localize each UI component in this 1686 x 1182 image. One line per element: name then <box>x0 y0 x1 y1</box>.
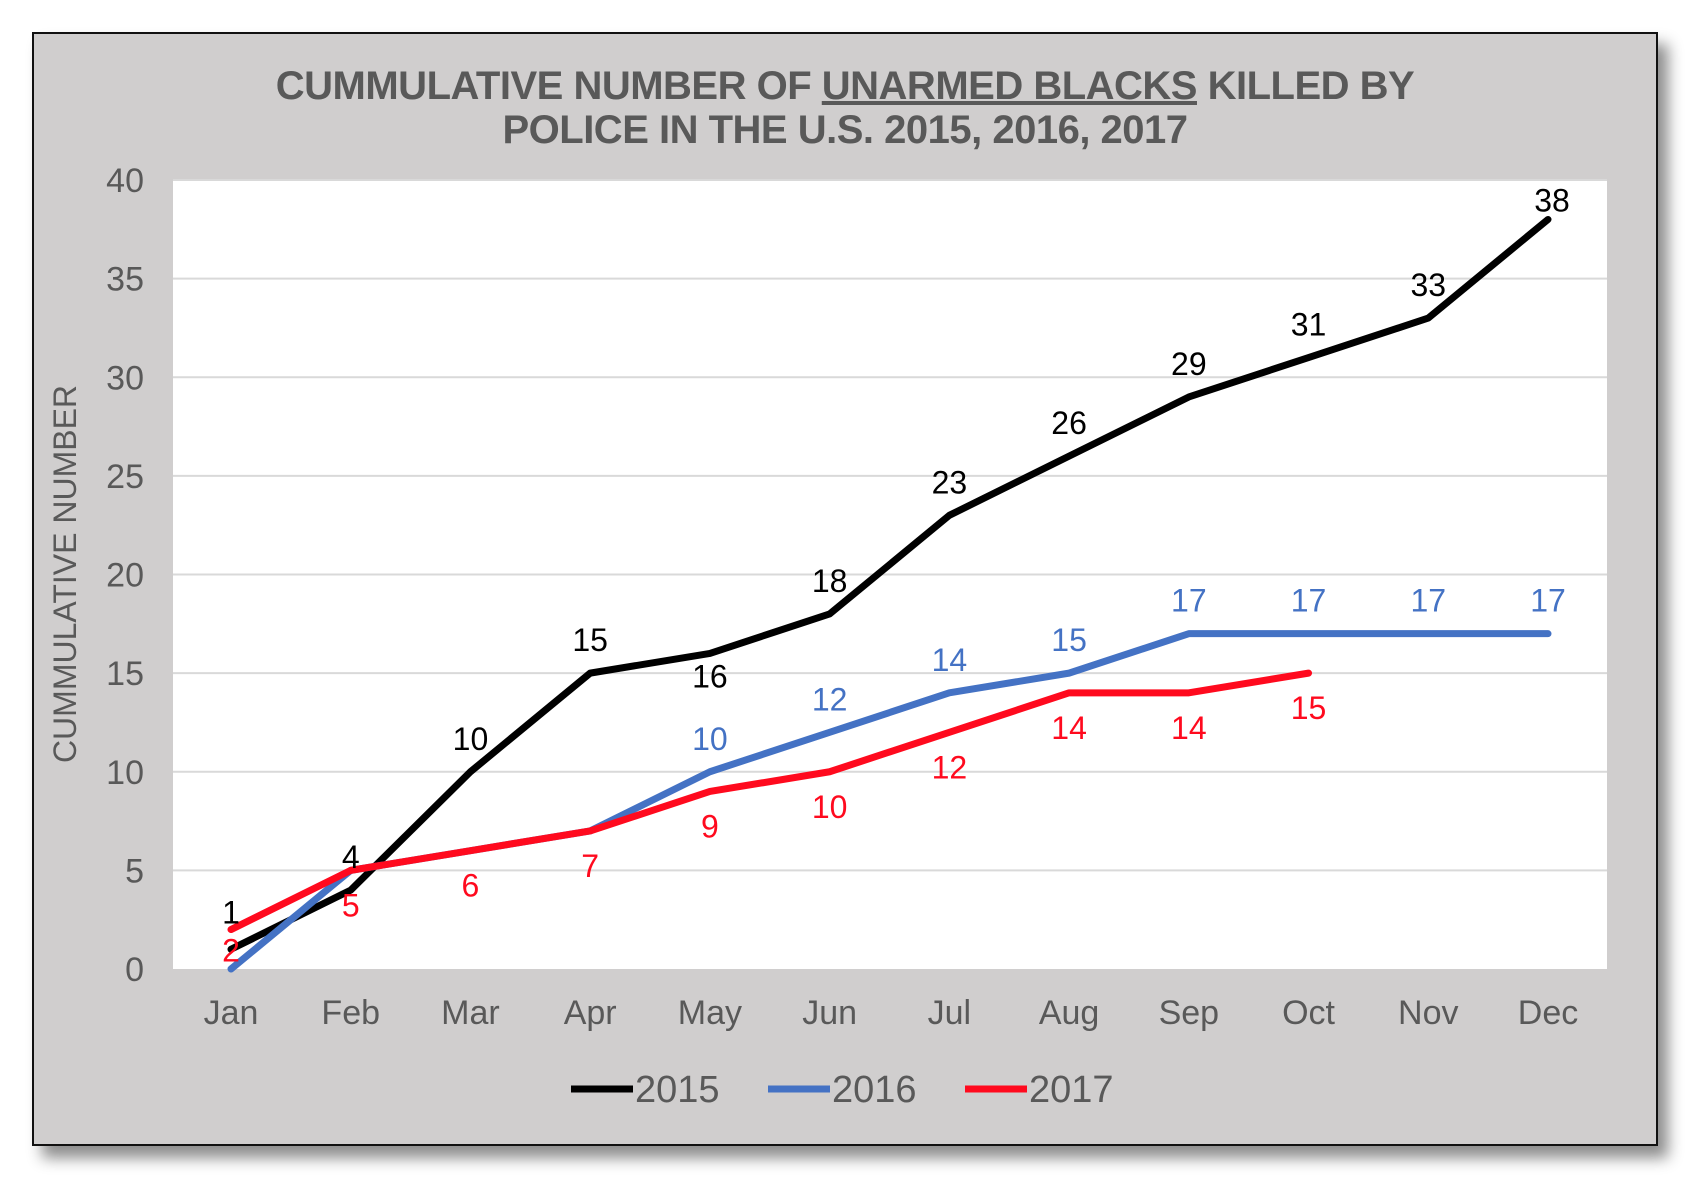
x-tick-label: Jun <box>802 994 857 1032</box>
data-label: 23 <box>932 464 968 500</box>
data-label: 10 <box>453 721 489 757</box>
data-label: 26 <box>1051 405 1087 441</box>
data-label: 17 <box>1171 583 1207 619</box>
data-label: 15 <box>572 622 608 658</box>
data-label: 4 <box>342 839 360 875</box>
legend-label: 2017 <box>1029 1069 1114 1111</box>
legend-label: 2015 <box>635 1069 720 1111</box>
title-part-4: POLICE IN THE U.S. 2015, 2016, 2017 <box>502 108 1188 152</box>
data-label: 2 <box>222 933 240 969</box>
x-tick-label: Feb <box>321 994 380 1032</box>
data-label: 5 <box>342 887 360 923</box>
series-line-2017 <box>227 669 1313 934</box>
title-part-3: KILLED BY <box>1196 64 1415 108</box>
y-tick-label: 20 <box>106 557 144 595</box>
data-label: 33 <box>1410 267 1446 303</box>
data-label: 1 <box>222 894 240 930</box>
y-axis-label: CUMMULATIVE NUMBER <box>47 385 83 763</box>
data-label: 14 <box>1171 710 1207 746</box>
y-tick-label: 35 <box>106 261 144 299</box>
x-tick-label: Mar <box>441 994 500 1032</box>
x-tick-label: May <box>678 994 742 1032</box>
x-tick-label: Jul <box>928 994 971 1032</box>
data-label: 6 <box>462 868 480 904</box>
data-label: 29 <box>1171 346 1207 382</box>
x-tick-label: Nov <box>1398 994 1458 1032</box>
y-tick-label: 40 <box>106 162 144 200</box>
data-label: 10 <box>812 789 848 825</box>
data-label: 12 <box>932 749 968 785</box>
data-label: 15 <box>1051 622 1087 658</box>
y-tick-label: 10 <box>106 754 144 792</box>
y-tick-label: 5 <box>125 852 144 890</box>
data-label: 14 <box>1051 710 1087 746</box>
x-tick-label: Apr <box>564 994 617 1032</box>
y-tick-label: 15 <box>106 655 144 693</box>
x-tick-label: Dec <box>1518 994 1578 1032</box>
y-tick-label: 30 <box>106 359 144 397</box>
data-label: 17 <box>1291 583 1327 619</box>
data-label: 10 <box>692 721 728 757</box>
chart-frame: CUMMULATIVE NUMBER OF UNARMED BLACKS KIL… <box>32 32 1658 1146</box>
legend-label: 2016 <box>832 1069 917 1111</box>
series-line-2015 <box>227 215 1552 953</box>
x-tick-label: Oct <box>1282 994 1335 1032</box>
data-label: 7 <box>581 848 599 884</box>
data-label: 15 <box>1291 690 1327 726</box>
data-label: 17 <box>1410 583 1446 619</box>
y-tick-label: 25 <box>106 458 144 496</box>
data-label: 14 <box>932 642 968 678</box>
title-part-underlined: UNARMED BLACKS <box>821 64 1198 108</box>
title-part-1: CUMMULATIVE NUMBER OF <box>275 64 822 108</box>
x-tick-label: Aug <box>1039 994 1100 1032</box>
x-tick-label: Jan <box>204 994 259 1032</box>
data-label: 9 <box>701 808 719 844</box>
data-label: 16 <box>692 658 728 694</box>
data-label: 31 <box>1291 307 1327 343</box>
data-label: 17 <box>1530 583 1566 619</box>
x-tick-label: Sep <box>1159 994 1220 1032</box>
data-label: 18 <box>812 563 848 599</box>
data-label: 38 <box>1534 182 1570 218</box>
y-tick-label: 0 <box>125 951 144 989</box>
chart-title: CUMMULATIVE NUMBER OF UNARMED BLACKS KIL… <box>34 64 1656 152</box>
data-label: 12 <box>812 681 848 717</box>
